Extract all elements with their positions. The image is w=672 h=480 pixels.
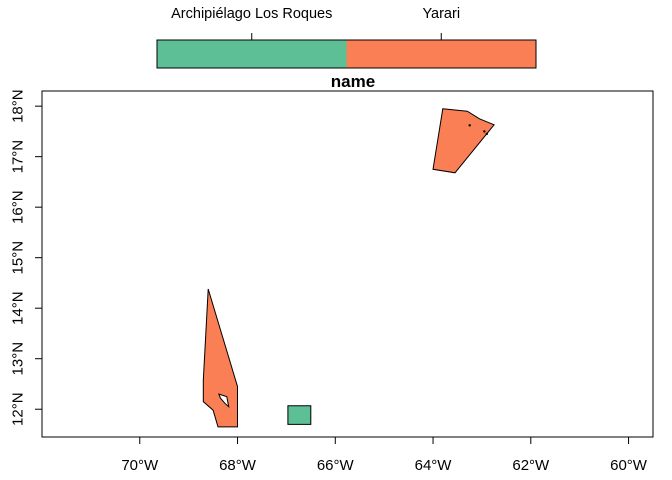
y-tick-label-2: 14°N	[10, 291, 27, 325]
x-tick-label-4: 62°W	[512, 457, 550, 474]
feature-polygon-1	[202, 288, 238, 428]
map-features	[202, 108, 495, 428]
y-tick-label-6: 18°N	[10, 89, 27, 123]
plot-frame	[41, 90, 654, 438]
feature-polygon-2	[432, 108, 495, 174]
legend-swatch-2	[346, 40, 536, 68]
y-tick-label-5: 17°N	[10, 140, 27, 174]
feature-polygon-3	[287, 405, 312, 425]
feature-point-2-2	[483, 130, 486, 133]
map-title: name	[331, 72, 375, 91]
feature-point-2-1	[468, 124, 471, 127]
y-tick-label-3: 15°N	[10, 241, 27, 275]
x-tick-label-1: 68°W	[219, 457, 257, 474]
y-tick-label-4: 16°N	[10, 190, 27, 224]
legend: Archipiélago Los Roques Yarari	[156, 6, 537, 69]
legend-label-1: Archipiélago Los Roques	[171, 6, 332, 22]
legend-frame	[156, 39, 537, 69]
y-axis: 12°N 13°N 14°N 15°N 16°N 17°N 18°N	[10, 89, 42, 426]
x-tick-label-5: 60°W	[610, 457, 648, 474]
y-tick-label-0: 12°N	[10, 392, 27, 426]
x-tick-label-3: 64°W	[415, 457, 453, 474]
legend-label-2: Yarari	[422, 6, 460, 22]
x-tick-label-2: 66°W	[317, 457, 355, 474]
x-axis: 70°W 68°W 66°W 64°W 62°W 60°W	[121, 437, 648, 474]
feature-point-2-3	[485, 132, 489, 136]
legend-swatch-1	[157, 40, 347, 68]
y-tick-label-1: 13°N	[10, 342, 27, 376]
x-tick-label-0: 70°W	[121, 457, 159, 474]
